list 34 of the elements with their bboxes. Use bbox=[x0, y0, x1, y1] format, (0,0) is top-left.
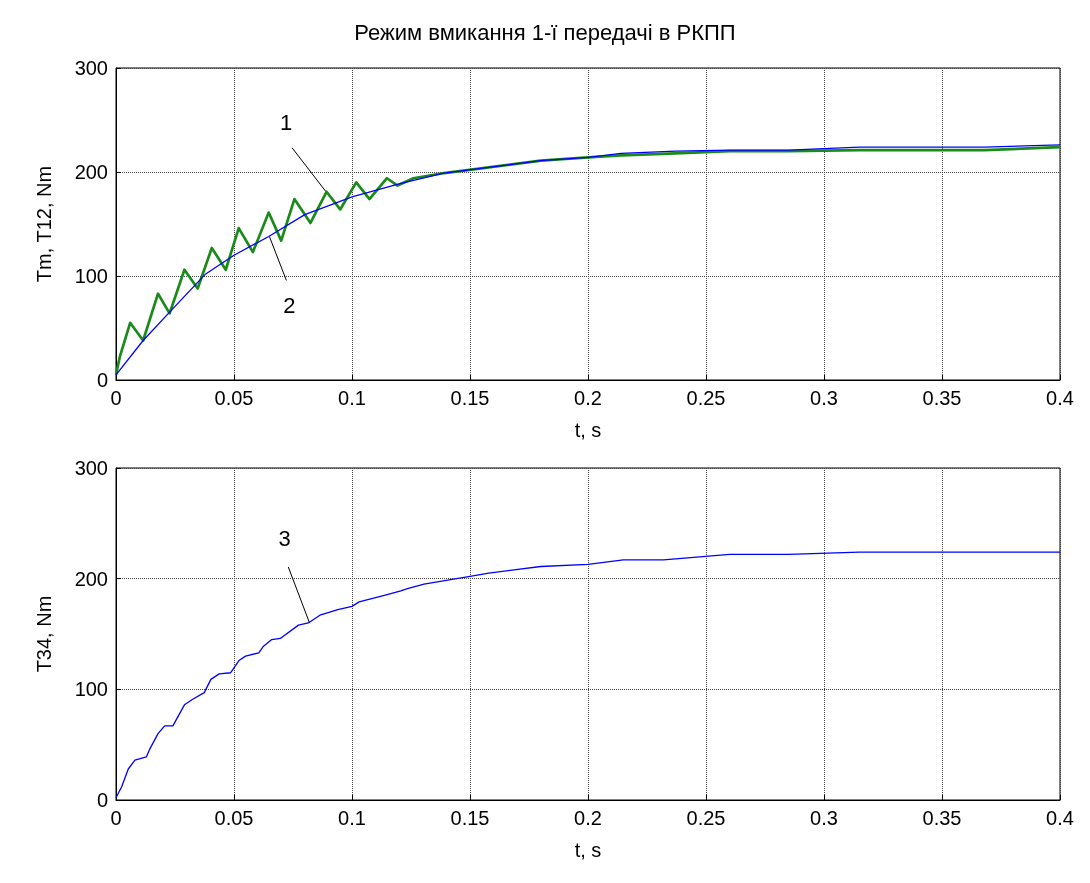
x-tick-label: 0 bbox=[110, 387, 122, 409]
x-tick-label: 0.05 bbox=[214, 387, 254, 409]
annotation: 3 bbox=[278, 526, 291, 552]
x-tick-label: 0.25 bbox=[686, 807, 726, 829]
x-tick-label: 0.2 bbox=[574, 807, 602, 829]
x-tick-label: 0.05 bbox=[214, 807, 254, 829]
x-tick-label: 0.1 bbox=[338, 387, 366, 409]
x-tick-label: 0.25 bbox=[686, 387, 726, 409]
chart-title: Режим вмикання 1-ї передачі в РКПП bbox=[354, 19, 736, 45]
y-tick-label: 200 bbox=[74, 161, 108, 183]
x-tick-label: 0.3 bbox=[810, 807, 838, 829]
y-tick-label: 0 bbox=[96, 369, 108, 391]
x-tick-label: 0.35 bbox=[922, 807, 962, 829]
y-axis-title: Tm, T12, Nm bbox=[33, 165, 55, 283]
y-tick-label: 100 bbox=[74, 265, 108, 287]
x-tick-label: 0 bbox=[110, 807, 122, 829]
x-tick-label: 0.2 bbox=[574, 387, 602, 409]
x-tick-label: 0.15 bbox=[450, 807, 490, 829]
x-tick-label: 0.4 bbox=[1046, 807, 1074, 829]
x-axis-title: t, s bbox=[574, 839, 602, 861]
annotation: 2 bbox=[283, 292, 296, 318]
y-tick-label: 300 bbox=[74, 457, 108, 479]
x-tick-label: 0.15 bbox=[450, 387, 490, 409]
x-tick-label: 0.3 bbox=[810, 387, 838, 409]
y-tick-label: 100 bbox=[74, 678, 108, 701]
annotation: 1 bbox=[279, 110, 293, 136]
x-axis-title: t, s bbox=[574, 419, 602, 441]
x-tick-label: 0.35 bbox=[922, 387, 962, 409]
y-tick-label: 200 bbox=[74, 567, 108, 590]
y-tick-label: 300 bbox=[74, 57, 108, 79]
x-tick-label: 0.4 bbox=[1046, 387, 1074, 409]
x-tick-label: 0.1 bbox=[338, 807, 366, 829]
y-axis-title: T34, Nm bbox=[33, 595, 55, 673]
y-tick-label: 0 bbox=[96, 789, 108, 811]
